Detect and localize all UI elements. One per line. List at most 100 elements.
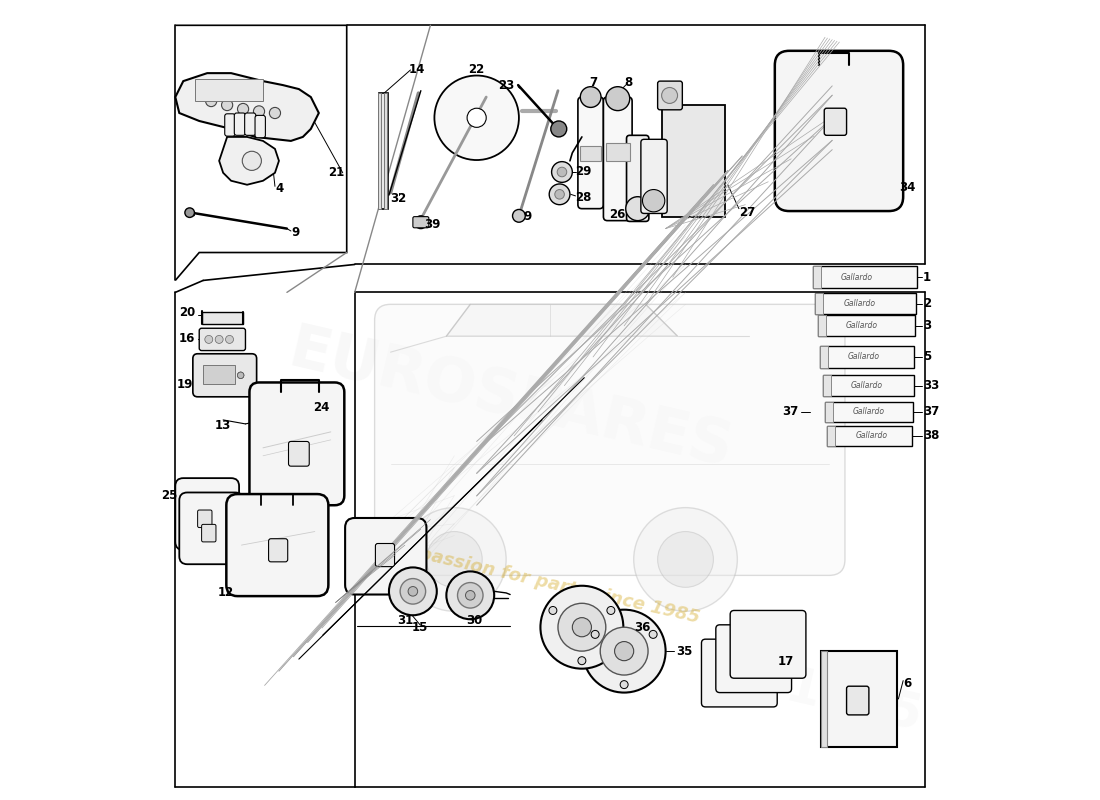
Circle shape	[583, 610, 666, 693]
Circle shape	[578, 657, 586, 665]
Circle shape	[558, 167, 566, 177]
Circle shape	[389, 567, 437, 615]
FancyBboxPatch shape	[412, 217, 429, 228]
Text: 7: 7	[588, 76, 597, 90]
Text: 34: 34	[899, 181, 915, 194]
FancyBboxPatch shape	[234, 113, 245, 135]
Circle shape	[615, 642, 634, 661]
Circle shape	[458, 582, 483, 608]
Text: 20: 20	[179, 306, 195, 319]
Text: 38: 38	[923, 430, 939, 442]
Bar	[818, 315, 826, 336]
FancyBboxPatch shape	[658, 81, 682, 110]
Circle shape	[620, 681, 628, 689]
Bar	[827, 426, 835, 446]
Circle shape	[403, 508, 506, 611]
Circle shape	[465, 590, 475, 600]
Text: a passion for parts since 1985: a passion for parts since 1985	[399, 540, 701, 626]
Bar	[818, 315, 915, 336]
Text: 16: 16	[179, 332, 195, 345]
Circle shape	[513, 210, 526, 222]
Text: 5: 5	[923, 350, 932, 363]
FancyBboxPatch shape	[375, 304, 845, 575]
Text: 25: 25	[162, 489, 178, 502]
Circle shape	[427, 531, 482, 587]
Text: 37: 37	[923, 406, 939, 418]
Text: Gallardo: Gallardo	[846, 322, 878, 330]
Circle shape	[221, 99, 233, 110]
Circle shape	[658, 531, 714, 587]
Text: 39: 39	[425, 218, 441, 231]
Text: 37: 37	[782, 406, 799, 418]
Text: 15: 15	[411, 621, 428, 634]
FancyBboxPatch shape	[288, 442, 309, 466]
Circle shape	[408, 586, 418, 596]
Circle shape	[185, 208, 195, 218]
Bar	[813, 266, 821, 288]
Bar	[195, 78, 263, 101]
Circle shape	[581, 86, 601, 107]
Circle shape	[253, 106, 265, 117]
Text: 12: 12	[218, 586, 233, 599]
FancyBboxPatch shape	[227, 494, 329, 596]
Circle shape	[549, 184, 570, 205]
FancyBboxPatch shape	[578, 97, 604, 209]
Circle shape	[642, 190, 664, 212]
Text: 13: 13	[214, 419, 231, 432]
FancyBboxPatch shape	[824, 108, 847, 135]
Bar	[821, 651, 896, 746]
Text: 27: 27	[739, 206, 756, 219]
Text: Gallardo: Gallardo	[850, 381, 882, 390]
FancyBboxPatch shape	[255, 115, 265, 138]
Text: 8: 8	[624, 76, 632, 90]
Text: 1: 1	[923, 270, 932, 284]
Circle shape	[572, 618, 592, 637]
Circle shape	[216, 335, 223, 343]
Text: 26: 26	[609, 208, 626, 221]
Circle shape	[626, 197, 650, 221]
Bar	[815, 293, 916, 314]
Bar	[379, 93, 388, 209]
Circle shape	[554, 190, 564, 199]
Circle shape	[634, 508, 737, 611]
FancyBboxPatch shape	[224, 114, 235, 136]
Bar	[201, 312, 243, 324]
Circle shape	[551, 162, 572, 182]
Circle shape	[226, 335, 233, 343]
Circle shape	[447, 571, 494, 619]
Circle shape	[540, 586, 624, 669]
FancyBboxPatch shape	[175, 478, 239, 550]
FancyBboxPatch shape	[250, 382, 344, 506]
Text: 31: 31	[397, 614, 412, 626]
Circle shape	[434, 75, 519, 160]
Circle shape	[661, 87, 678, 103]
Circle shape	[415, 216, 427, 229]
Text: 17: 17	[778, 655, 793, 668]
Bar	[821, 346, 828, 368]
Circle shape	[270, 107, 280, 118]
Text: Gallardo: Gallardo	[840, 273, 873, 282]
Bar	[821, 346, 914, 368]
Text: 14: 14	[409, 62, 425, 76]
Polygon shape	[447, 304, 678, 336]
Text: 24: 24	[314, 402, 329, 414]
FancyBboxPatch shape	[847, 686, 869, 715]
FancyBboxPatch shape	[192, 354, 256, 397]
Text: 28: 28	[575, 191, 592, 204]
Text: 32: 32	[390, 192, 407, 205]
Text: 2: 2	[923, 297, 932, 310]
Circle shape	[551, 121, 566, 137]
FancyBboxPatch shape	[702, 639, 778, 707]
Text: 30: 30	[466, 614, 483, 626]
Bar	[661, 105, 725, 217]
FancyBboxPatch shape	[201, 524, 216, 542]
Bar	[581, 146, 601, 161]
Text: 36: 36	[634, 621, 650, 634]
Text: Gallardo: Gallardo	[848, 353, 880, 362]
Circle shape	[601, 627, 648, 675]
Text: Gallardo: Gallardo	[852, 407, 884, 417]
Text: Gallardo: Gallardo	[844, 299, 876, 308]
Circle shape	[238, 103, 249, 114]
Text: 33: 33	[923, 379, 939, 392]
Text: Gallardo: Gallardo	[856, 431, 888, 440]
